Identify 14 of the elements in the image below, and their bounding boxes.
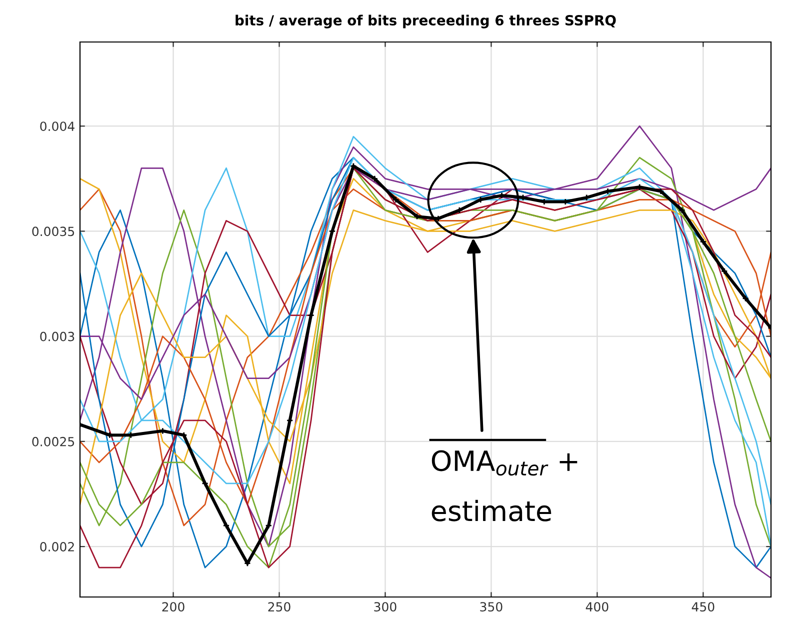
x-tick-label: 450 [692,602,714,612]
y-tick-label: 0.003 [40,332,74,342]
y-tick-label: 0.004 [40,122,74,132]
y-tick-label: 0.0035 [32,226,74,236]
x-tick-label: 350 [480,602,502,612]
x-tick-label: 200 [162,602,184,612]
annotation: estimate [432,500,552,522]
x-tick-label: 250 [268,602,290,612]
y-tick-label: 0.0025 [32,436,74,446]
y-tick-label: 0.002 [40,542,74,552]
x-tick-label: 300 [374,602,396,612]
annotation: OMA$_{outer}$ + [432,450,578,476]
x-tick-label: 400 [586,602,608,612]
chart-title: bits / average of bits preceeding 6 threes SSPRQ [236,14,616,28]
